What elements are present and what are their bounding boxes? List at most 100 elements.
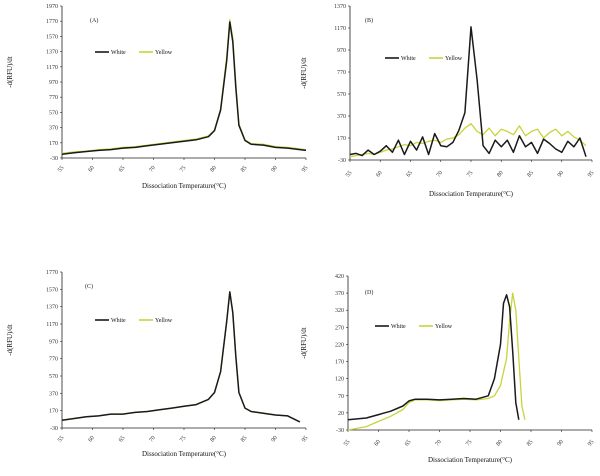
x-tick-label: 55: [57, 165, 65, 173]
y-tick-label: 970: [49, 80, 58, 86]
panel-label: (A): [90, 17, 98, 24]
x-axis-title: Dissociation Temperature(°C): [429, 190, 514, 198]
y-tick-label: 320: [335, 308, 344, 314]
y-tick-label: 770: [49, 95, 58, 101]
y-tick-label: 1170: [46, 322, 58, 328]
y-tick-label: 370: [49, 126, 58, 132]
series-line-yellow: [347, 292, 526, 431]
y-tick-label: 570: [337, 92, 346, 98]
y-axis-title: -d(RFU)/dt: [300, 327, 308, 359]
x-tick-label: 90: [271, 165, 279, 173]
y-tick-label: 1570: [46, 287, 58, 293]
x-tick-label: 85: [526, 439, 534, 447]
y-tick-label: -30: [50, 426, 58, 432]
y-tick-label: 1370: [46, 305, 58, 311]
y-axis-title: -d(RFU)/dt: [300, 57, 308, 89]
x-tick-label: 90: [557, 439, 565, 447]
x-tick-label: 75: [466, 170, 474, 178]
y-tick-label: 1170: [46, 65, 58, 71]
series-line-yellow: [61, 19, 307, 155]
legend-label-yellow: Yellow: [435, 324, 453, 330]
legend-label-yellow: Yellow: [155, 318, 173, 324]
y-tick-label: -30: [336, 428, 344, 434]
y-axis-title: -d(RFU)/dt: [6, 56, 14, 88]
y-tick-label: 1570: [46, 34, 58, 40]
panel-a: -30 170 370 570 770 970 1170 1370 1570 1770 1970 55…: [6, 4, 309, 190]
x-tick-label: 85: [527, 170, 535, 178]
y-tick-label: -30: [338, 158, 346, 164]
panel-b: -30 170 370 570 770 970 1170 1370 55 60 65 70 75 80 85…: [300, 4, 595, 198]
y-tick-label: 770: [49, 357, 58, 363]
x-tick-label: 80: [496, 170, 504, 178]
y-tick-label: 1770: [46, 19, 58, 25]
x-tick-label: 70: [435, 439, 443, 447]
x-tick-label: 75: [465, 439, 473, 447]
x-axis-title: Dissociation Temperature(°C): [142, 182, 227, 190]
panel-label: (D): [365, 289, 373, 296]
legend-label-yellow: Yellow: [445, 56, 463, 62]
y-tick-label: 770: [337, 70, 346, 76]
legend-label-yellow: Yellow: [155, 50, 173, 56]
x-tick-label: 95: [587, 170, 595, 178]
y-tick-label: 1770: [46, 270, 58, 276]
y-tick-label: 1970: [46, 4, 58, 10]
y-tick-label: 370: [49, 391, 58, 397]
x-tick-label: 80: [210, 165, 218, 173]
legend-label-white: White: [111, 50, 126, 56]
y-tick-label: 420: [335, 274, 344, 280]
panel-label: (C): [85, 283, 93, 290]
legend-label-white: White: [401, 56, 416, 62]
x-tick-label: 80: [210, 435, 218, 443]
y-tick-label: 170: [49, 141, 58, 147]
x-tick-label: 55: [343, 439, 351, 447]
panel-d: -30 20 70 120 170 220 270 320 370 420 55 60 65 70 75 80…: [300, 274, 595, 464]
x-tick-label: 75: [179, 165, 187, 173]
series-line-yellow: [349, 123, 587, 158]
x-tick-label: 55: [345, 170, 353, 178]
y-tick-label: -30: [50, 156, 58, 162]
legend-label-white: White: [111, 318, 126, 324]
x-tick-label: 80: [496, 439, 504, 447]
y-tick-label: 220: [335, 342, 344, 348]
x-axis-title: Dissociation Temperature(°C): [428, 456, 513, 464]
x-tick-label: 70: [149, 435, 157, 443]
y-tick-label: 170: [49, 409, 58, 415]
y-tick-label: 570: [49, 374, 58, 380]
series-line-white: [347, 294, 520, 421]
y-tick-label: 170: [337, 136, 346, 142]
x-tick-label: 95: [301, 435, 309, 443]
x-tick-label: 85: [240, 435, 248, 443]
y-tick-label: 70: [338, 394, 344, 400]
y-tick-label: 570: [49, 110, 58, 116]
y-tick-label: 370: [335, 291, 344, 297]
y-axis-title: -d(RFU)/dt: [6, 324, 14, 356]
x-tick-label: 90: [557, 170, 565, 178]
x-tick-label: 85: [240, 165, 248, 173]
x-tick-label: 60: [88, 435, 96, 443]
series-line-white: [61, 291, 301, 423]
y-tick-label: 20: [338, 411, 344, 417]
x-tick-label: 75: [179, 435, 187, 443]
x-tick-label: 65: [118, 435, 126, 443]
series-line-yellow: [61, 291, 301, 423]
x-tick-label: 60: [375, 170, 383, 178]
y-tick-label: 1170: [334, 26, 346, 32]
panel-c: -30 170 370 570 770 970 1170 1370 1570 1770 55 60 65…: [6, 270, 309, 458]
y-tick-label: 120: [335, 377, 344, 383]
x-tick-label: 70: [149, 165, 157, 173]
x-tick-label: 60: [374, 439, 382, 447]
panel-label: (B): [365, 17, 373, 24]
legend-label-white: White: [391, 324, 406, 330]
x-tick-label: 55: [57, 435, 65, 443]
x-axis-title: Dissociation Temperature(°C): [142, 450, 227, 458]
x-tick-label: 65: [404, 439, 412, 447]
x-tick-label: 95: [301, 165, 309, 173]
x-tick-label: 70: [436, 170, 444, 178]
y-tick-label: 970: [49, 339, 58, 345]
series-line-white: [61, 21, 307, 155]
y-tick-label: 370: [337, 114, 346, 120]
x-tick-label: 65: [406, 170, 414, 178]
x-tick-label: 95: [587, 439, 595, 447]
x-tick-label: 65: [118, 165, 126, 173]
